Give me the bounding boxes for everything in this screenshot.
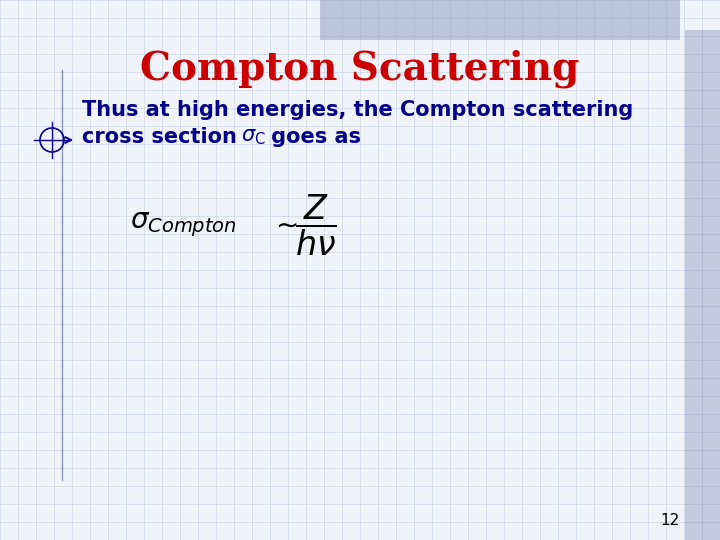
Bar <box>320 0 680 40</box>
Text: 12: 12 <box>661 513 680 528</box>
Text: cross section: cross section <box>82 127 244 147</box>
Text: Thus at high energies, the Compton scattering: Thus at high energies, the Compton scatt… <box>82 100 634 120</box>
Text: $\dfrac{Z}{h\nu}$: $\dfrac{Z}{h\nu}$ <box>295 192 337 258</box>
Text: goes as: goes as <box>264 127 361 147</box>
Text: $\sigma_{\mathrm{C}}$: $\sigma_{\mathrm{C}}$ <box>241 127 266 147</box>
Text: $\sigma_{\mathit{Compton}}$: $\sigma_{\mathit{Compton}}$ <box>130 211 237 239</box>
Text: Compton Scattering: Compton Scattering <box>140 50 580 89</box>
Bar <box>685 30 720 540</box>
Text: $\sim$: $\sim$ <box>270 211 297 239</box>
